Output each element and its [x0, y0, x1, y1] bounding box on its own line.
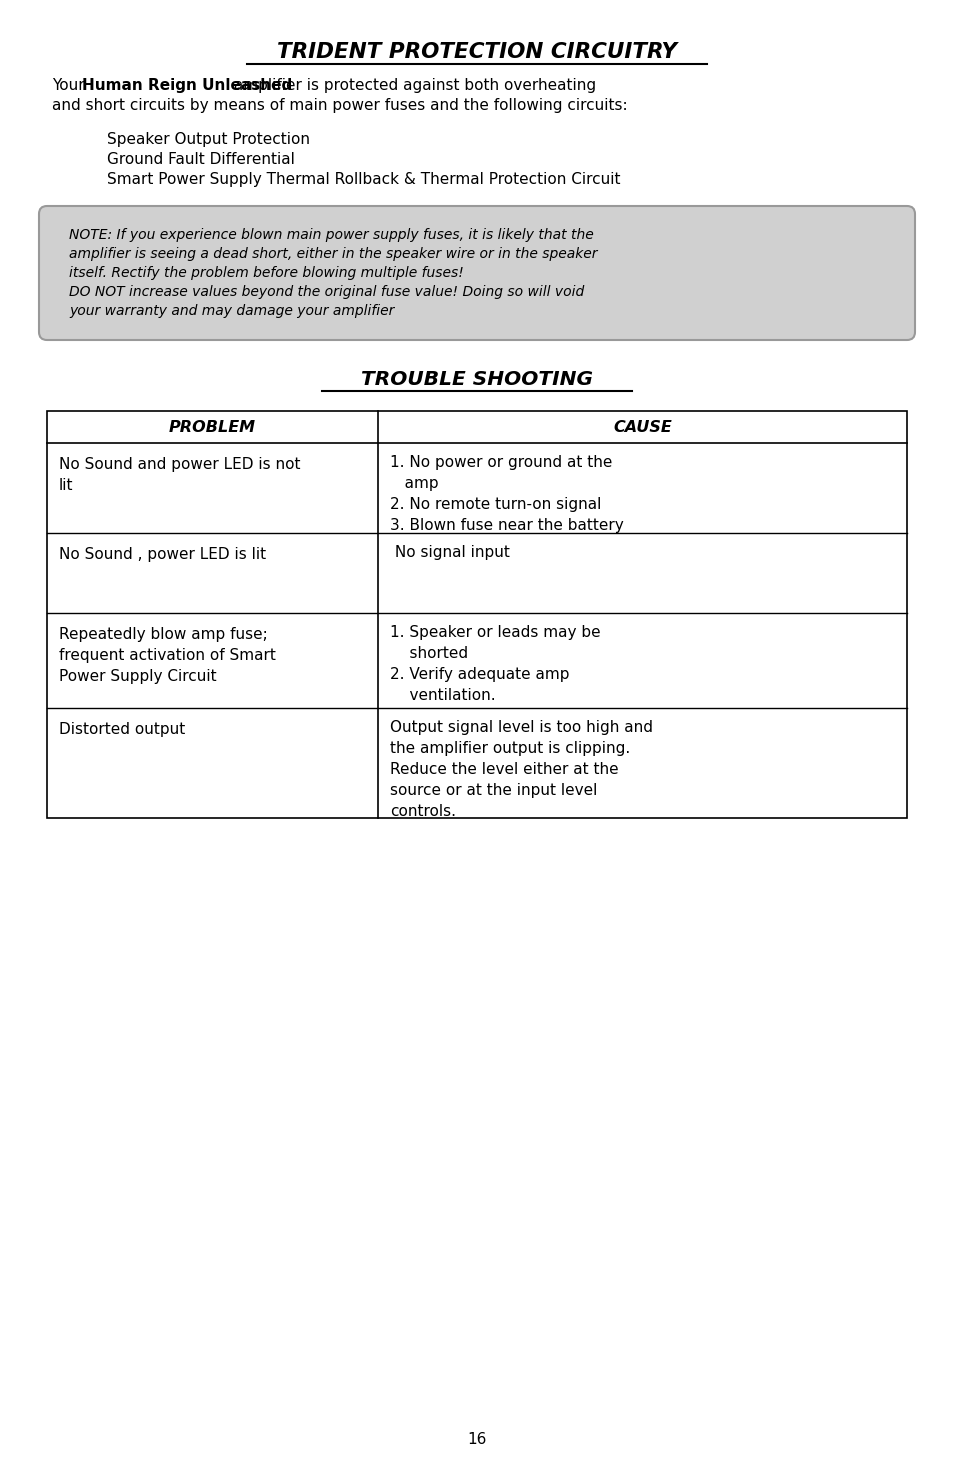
Text: CAUSE: CAUSE: [613, 420, 671, 435]
Text: NOTE: If you experience blown main power supply fuses, it is likely that the
amp: NOTE: If you experience blown main power…: [69, 228, 597, 317]
Text: TROUBLE SHOOTING: TROUBLE SHOOTING: [360, 370, 593, 389]
Text: and short circuits by means of main power fuses and the following circuits:: and short circuits by means of main powe…: [52, 98, 627, 113]
Text: No Sound and power LED is not
lit: No Sound and power LED is not lit: [59, 457, 300, 493]
Text: Your: Your: [52, 78, 90, 92]
Text: PROBLEM: PROBLEM: [169, 420, 255, 435]
Text: 1. Speaker or leads may be
    shorted
2. Verify adequate amp
    ventilation.: 1. Speaker or leads may be shorted 2. Ve…: [390, 625, 600, 703]
Text: Speaker Output Protection: Speaker Output Protection: [107, 132, 310, 147]
Bar: [47, 411, 906, 818]
Text: TRIDENT PROTECTION CIRCUITRY: TRIDENT PROTECTION CIRCUITRY: [276, 43, 677, 62]
Text: Smart Power Supply Thermal Rollback & Thermal Protection Circuit: Smart Power Supply Thermal Rollback & Th…: [107, 172, 619, 186]
Text: 16: 16: [467, 1433, 486, 1447]
Text: amplifier is protected against both overheating: amplifier is protected against both over…: [229, 78, 596, 92]
Text: No Sound , power LED is lit: No Sound , power LED is lit: [59, 548, 266, 562]
Text: Output signal level is too high and
the amplifier output is clipping.
Reduce the: Output signal level is too high and the …: [390, 719, 653, 819]
Text: No signal input: No signal input: [390, 545, 510, 559]
Text: Ground Fault Differential: Ground Fault Differential: [107, 153, 294, 167]
FancyBboxPatch shape: [39, 206, 914, 341]
Text: Repeatedly blow amp fuse;
frequent activation of Smart
Power Supply Circuit: Repeatedly blow amp fuse; frequent activ…: [59, 627, 275, 684]
Text: Human Reign Unleashed: Human Reign Unleashed: [82, 78, 292, 92]
Text: 1. No power or ground at the
   amp
2. No remote turn-on signal
3. Blown fuse ne: 1. No power or ground at the amp 2. No r…: [390, 455, 623, 533]
Text: Distorted output: Distorted output: [59, 722, 185, 737]
